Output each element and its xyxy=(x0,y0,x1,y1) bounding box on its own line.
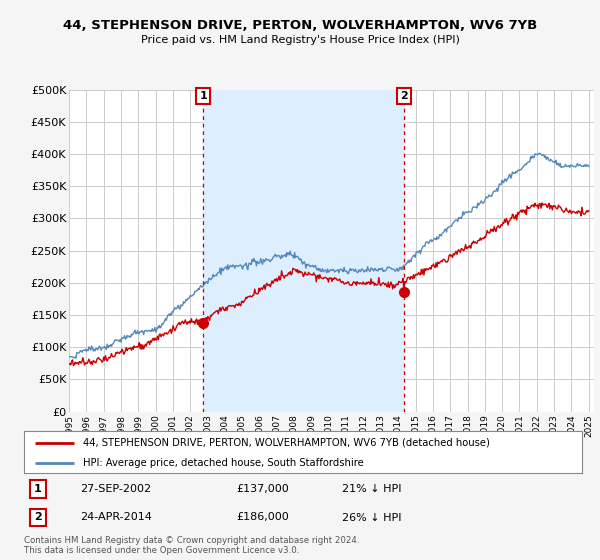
Text: 44, STEPHENSON DRIVE, PERTON, WOLVERHAMPTON, WV6 7YB (detached house): 44, STEPHENSON DRIVE, PERTON, WOLVERHAMP… xyxy=(83,438,490,448)
Text: 24-APR-2014: 24-APR-2014 xyxy=(80,512,152,522)
Text: 27-SEP-2002: 27-SEP-2002 xyxy=(80,484,151,494)
Text: Contains HM Land Registry data © Crown copyright and database right 2024.
This d: Contains HM Land Registry data © Crown c… xyxy=(24,536,359,555)
Text: 44, STEPHENSON DRIVE, PERTON, WOLVERHAMPTON, WV6 7YB: 44, STEPHENSON DRIVE, PERTON, WOLVERHAMP… xyxy=(63,18,537,32)
Text: 21% ↓ HPI: 21% ↓ HPI xyxy=(342,484,401,494)
Text: 2: 2 xyxy=(34,512,42,522)
Text: £137,000: £137,000 xyxy=(236,484,289,494)
Text: Price paid vs. HM Land Registry's House Price Index (HPI): Price paid vs. HM Land Registry's House … xyxy=(140,35,460,45)
Text: 2: 2 xyxy=(400,91,408,101)
Text: £186,000: £186,000 xyxy=(236,512,289,522)
Text: 1: 1 xyxy=(34,484,42,494)
Bar xyxy=(203,90,404,412)
Text: HPI: Average price, detached house, South Staffordshire: HPI: Average price, detached house, Sout… xyxy=(83,458,364,468)
Text: 26% ↓ HPI: 26% ↓ HPI xyxy=(342,512,401,522)
Text: 1: 1 xyxy=(199,91,207,101)
